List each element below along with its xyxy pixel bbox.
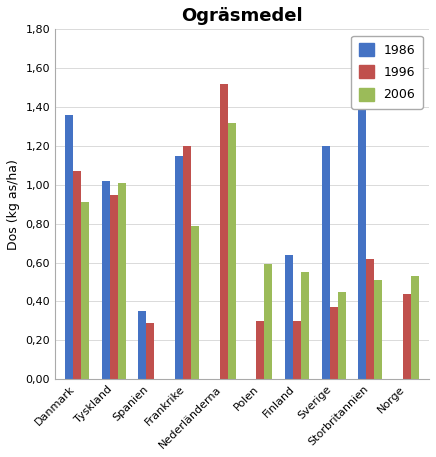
Bar (183, 146, 191, 379)
Bar (264, 265, 272, 379)
Bar (403, 294, 411, 379)
Bar (358, 53, 366, 379)
Bar (330, 307, 338, 379)
Bar (175, 156, 183, 379)
Bar (375, 280, 382, 379)
Bar (411, 276, 419, 379)
Legend: 1986, 1996, 2006: 1986, 1996, 2006 (351, 36, 423, 109)
Bar (322, 146, 330, 379)
Bar (285, 255, 293, 379)
Bar (118, 183, 126, 379)
Bar (220, 84, 228, 379)
Title: Ogräsmedel: Ogräsmedel (181, 7, 303, 25)
Bar (228, 122, 236, 379)
Bar (73, 171, 81, 379)
Y-axis label: Dos (kg as/ha): Dos (kg as/ha) (7, 159, 20, 250)
Bar (191, 226, 199, 379)
Bar (146, 323, 154, 379)
Bar (65, 115, 73, 379)
Bar (301, 272, 309, 379)
Bar (293, 321, 301, 379)
Bar (138, 311, 146, 379)
Bar (109, 195, 118, 379)
Bar (256, 321, 264, 379)
Bar (81, 202, 89, 379)
Bar (366, 259, 375, 379)
Bar (338, 292, 346, 379)
Bar (102, 181, 109, 379)
